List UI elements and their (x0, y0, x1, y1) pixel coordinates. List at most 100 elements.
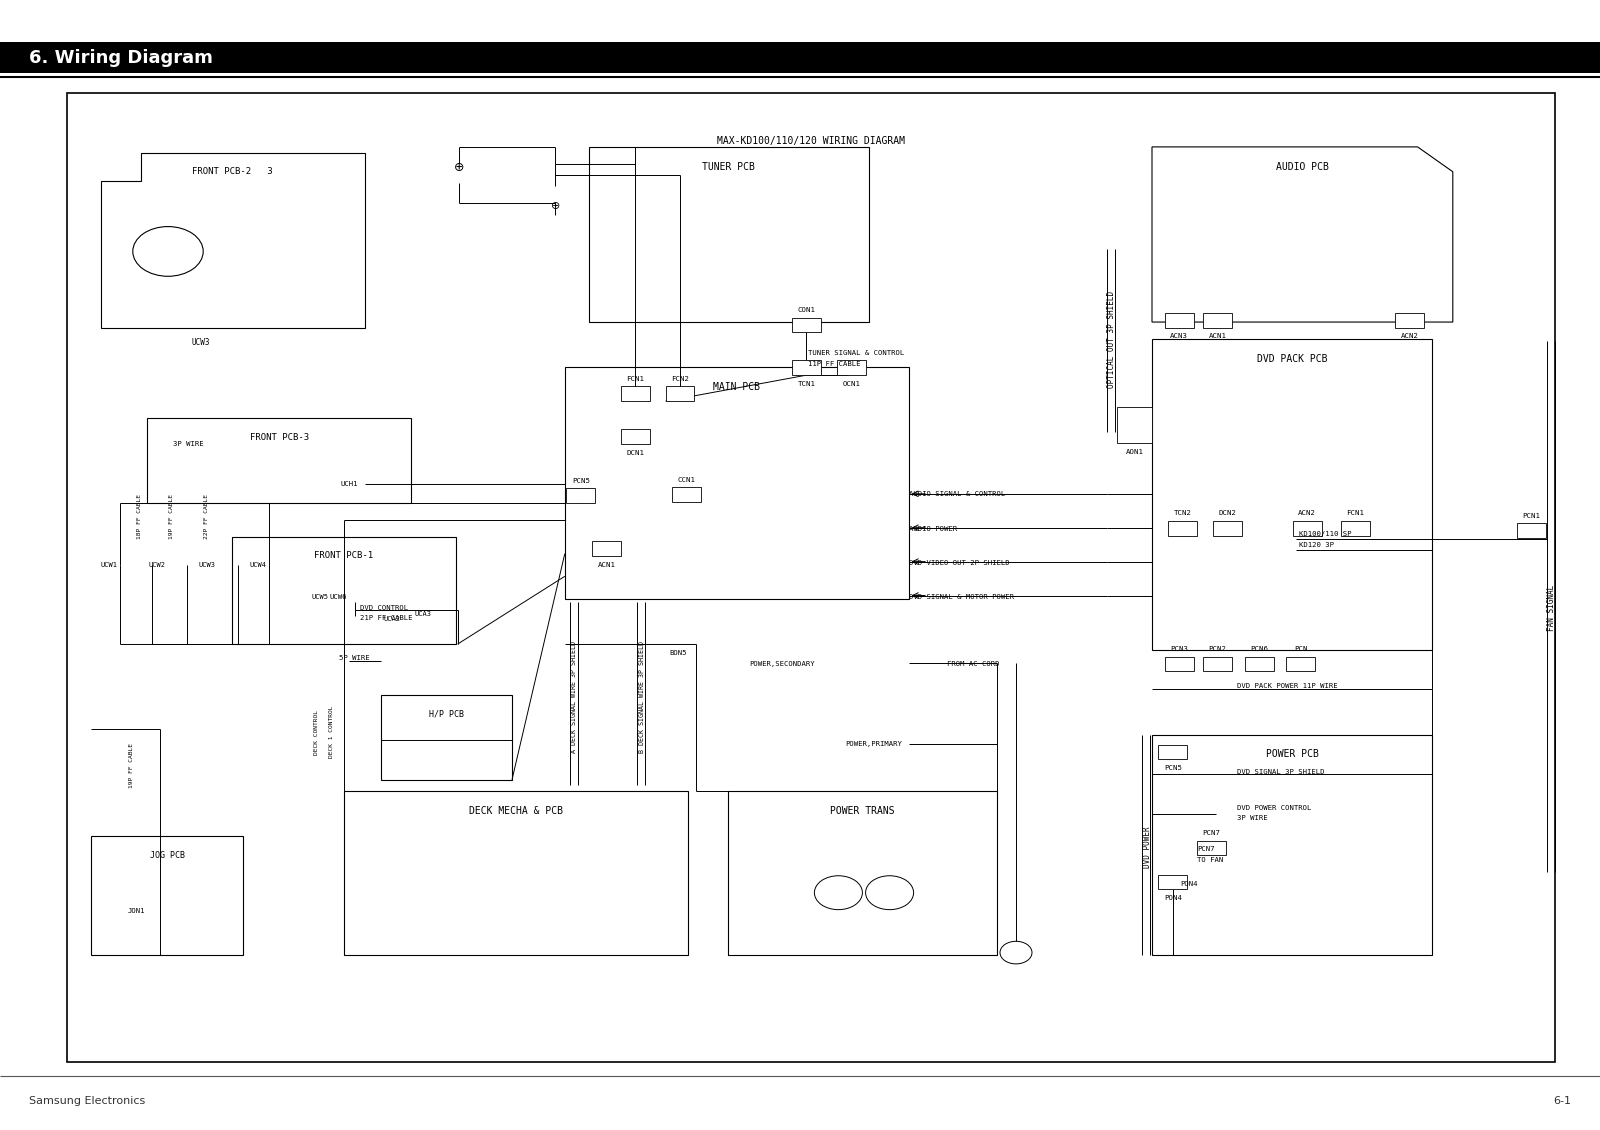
Text: DECK CONTROL: DECK CONTROL (314, 710, 320, 755)
Text: ACN1: ACN1 (597, 562, 616, 567)
Bar (1158, 745, 1187, 759)
Text: TCN2: TCN2 (1173, 511, 1192, 516)
Text: 6. Wiring Diagram: 6. Wiring Diagram (29, 49, 213, 67)
Text: TO FAN: TO FAN (1197, 857, 1222, 863)
Text: DVD CONTROL: DVD CONTROL (360, 605, 408, 611)
Text: B DECK SIGNAL WIRE 3P SHIELD: B DECK SIGNAL WIRE 3P SHIELD (638, 641, 645, 754)
Text: POWER,SECONDARY: POWER,SECONDARY (749, 661, 814, 668)
Text: OCN1: OCN1 (842, 381, 861, 386)
Bar (1168, 521, 1197, 536)
Bar (1245, 657, 1274, 671)
Text: PCN7: PCN7 (1197, 845, 1214, 852)
Text: KD120 3P: KD120 3P (1299, 541, 1334, 548)
Text: MAX-KD100/110/120 WIRING DIAGRAM: MAX-KD100/110/120 WIRING DIAGRAM (717, 137, 906, 146)
Text: 3P WIRE: 3P WIRE (173, 441, 203, 447)
Text: AUDIO POWER: AUDIO POWER (909, 525, 957, 532)
Text: OPTICAL OUT 3P SHIELD: OPTICAL OUT 3P SHIELD (1107, 290, 1117, 388)
Text: UCW3: UCW3 (192, 338, 211, 347)
Bar (621, 429, 650, 444)
Text: A DECK SIGNAL WIRE 3P SHIELD: A DECK SIGNAL WIRE 3P SHIELD (571, 641, 578, 754)
Bar (381, 695, 512, 780)
Circle shape (1000, 941, 1032, 964)
Text: DECK MECHA & PCB: DECK MECHA & PCB (469, 806, 563, 816)
Text: KD100/110 SP: KD100/110 SP (1299, 531, 1352, 538)
Text: ACN1: ACN1 (1208, 333, 1227, 339)
Text: DVD SIGNAL & MOTOR POWER: DVD SIGNAL & MOTOR POWER (909, 593, 1014, 600)
Text: PCN1: PCN1 (1522, 513, 1541, 519)
Text: UCW6: UCW6 (330, 593, 347, 600)
Text: ACN2: ACN2 (1400, 333, 1419, 339)
Text: AUDIO SIGNAL & CONTROL: AUDIO SIGNAL & CONTROL (909, 490, 1005, 497)
Text: PCN2: PCN2 (1208, 646, 1227, 652)
Bar (1293, 521, 1322, 536)
Text: PCN5: PCN5 (571, 478, 590, 484)
Bar (1117, 407, 1152, 443)
Text: PCN6: PCN6 (1250, 646, 1269, 652)
Text: FCN1: FCN1 (1346, 511, 1365, 516)
Bar (792, 318, 821, 332)
Text: DVD PACK PCB: DVD PACK PCB (1256, 354, 1328, 364)
Bar (147, 418, 411, 503)
Text: PCN3: PCN3 (1170, 646, 1189, 652)
Text: TUNER PCB: TUNER PCB (702, 162, 755, 172)
Bar (1152, 734, 1432, 955)
Text: 19P FF CABLE: 19P FF CABLE (168, 494, 174, 539)
Bar (1165, 657, 1194, 671)
Text: Samsung Electronics: Samsung Electronics (29, 1096, 146, 1105)
Bar (792, 360, 821, 375)
Bar (672, 487, 701, 502)
Bar (621, 386, 650, 401)
Text: JOG PCB: JOG PCB (150, 851, 184, 860)
Circle shape (814, 876, 862, 910)
Text: FRONT PCB-2   3: FRONT PCB-2 3 (192, 167, 274, 176)
Polygon shape (101, 153, 365, 328)
Text: FAN SIGNAL: FAN SIGNAL (1547, 585, 1557, 631)
Text: FRONT PCB-3: FRONT PCB-3 (250, 433, 309, 442)
Polygon shape (1152, 147, 1453, 322)
Text: ACN3: ACN3 (1170, 333, 1189, 339)
Text: ACN2: ACN2 (1298, 511, 1317, 516)
Bar (0, 42, 1600, 73)
Text: 22P FF CABLE: 22P FF CABLE (203, 494, 210, 539)
Text: PCN7: PCN7 (1202, 831, 1221, 836)
Bar (1517, 523, 1546, 538)
Bar (1152, 339, 1432, 650)
Text: H/P PCB: H/P PCB (429, 710, 464, 719)
Bar (1286, 657, 1315, 671)
Bar (1197, 841, 1226, 855)
Bar (566, 488, 595, 503)
Bar (1203, 657, 1232, 671)
Text: MAIN PCB: MAIN PCB (714, 382, 760, 392)
Bar (666, 386, 694, 401)
Bar (1165, 313, 1194, 328)
Text: DVD POWER CONTROL: DVD POWER CONTROL (1237, 805, 1310, 811)
Text: ⊕: ⊕ (550, 201, 560, 210)
Circle shape (866, 876, 914, 910)
Text: FCN1: FCN1 (626, 376, 645, 382)
Text: DECK 1 CONTROL: DECK 1 CONTROL (328, 706, 334, 758)
Text: UCA2: UCA2 (384, 616, 402, 623)
Text: CON1: CON1 (797, 307, 816, 313)
Text: DVD PACK POWER 11P WIRE: DVD PACK POWER 11P WIRE (1237, 683, 1338, 689)
Text: UCA3: UCA3 (414, 610, 432, 617)
Text: UCW2: UCW2 (149, 562, 166, 568)
Text: DCN2: DCN2 (1218, 511, 1237, 516)
Text: DVD SIGNAL 3P SHIELD: DVD SIGNAL 3P SHIELD (1237, 768, 1325, 775)
Text: AON1: AON1 (1125, 449, 1144, 454)
Bar (344, 791, 688, 955)
Text: UCH1: UCH1 (341, 480, 358, 487)
Text: 19P FF CABLE: 19P FF CABLE (128, 742, 134, 788)
Bar (1395, 313, 1424, 328)
Text: FROM AC CORD: FROM AC CORD (947, 661, 1000, 668)
Text: PON4: PON4 (1163, 895, 1182, 901)
Text: AUDIO PCB: AUDIO PCB (1275, 162, 1330, 172)
Bar (1341, 521, 1370, 536)
Text: JON1: JON1 (128, 907, 144, 914)
Bar (589, 147, 869, 322)
Text: BON5: BON5 (669, 650, 686, 657)
Text: POWER,PRIMARY: POWER,PRIMARY (845, 740, 902, 747)
Text: 6-1: 6-1 (1554, 1096, 1571, 1105)
Bar (1203, 313, 1232, 328)
Bar (67, 93, 1555, 1062)
Text: UCW4: UCW4 (250, 562, 267, 568)
